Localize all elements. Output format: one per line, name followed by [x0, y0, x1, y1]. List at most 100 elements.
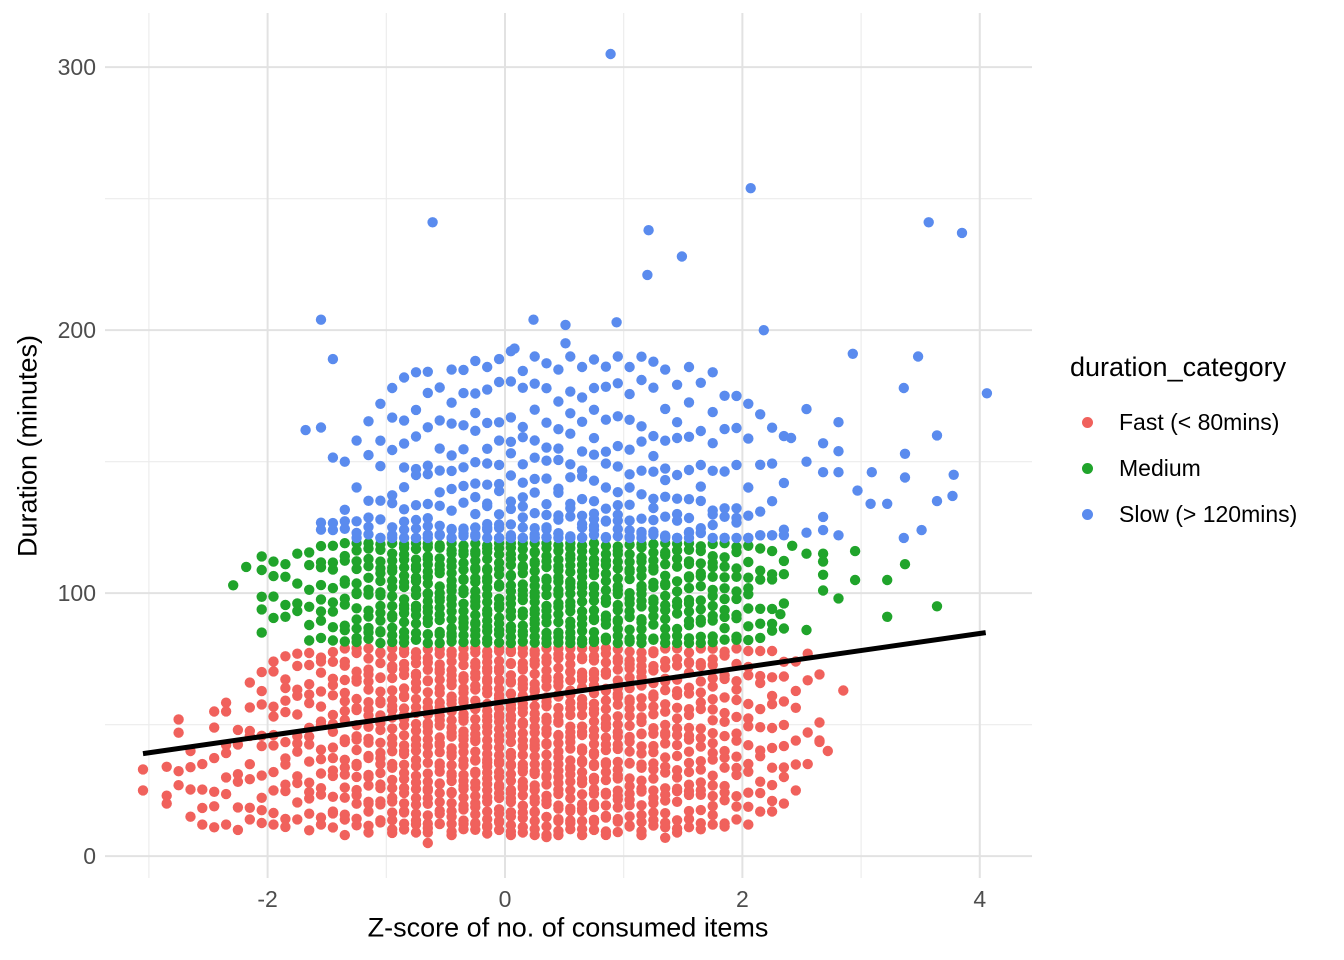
data-point [304, 825, 315, 836]
data-point [588, 449, 600, 460]
data-point [541, 573, 552, 584]
data-point [648, 814, 659, 826]
data-point [671, 608, 683, 619]
data-point [482, 734, 493, 746]
data-point [422, 757, 433, 768]
data-point [565, 666, 576, 677]
data-point [588, 545, 600, 557]
data-point [209, 722, 220, 733]
data-point [375, 747, 386, 759]
data-point [351, 527, 362, 539]
data-point [743, 740, 754, 751]
data-point [268, 656, 279, 667]
data-point [648, 594, 659, 605]
data-point [695, 377, 706, 388]
data-point [541, 358, 552, 369]
data-point [755, 745, 766, 756]
data-point [375, 398, 386, 409]
data-point [351, 482, 362, 493]
data-point [766, 672, 778, 683]
data-point [553, 616, 564, 628]
data-point [588, 738, 600, 750]
data-point [636, 693, 647, 704]
data-point [683, 822, 695, 833]
data-point [695, 425, 706, 437]
data-point [422, 588, 433, 599]
data-point [801, 548, 812, 559]
data-point [387, 382, 398, 394]
data-point [683, 779, 695, 790]
data-point [600, 713, 612, 724]
data-point [755, 645, 766, 657]
data-point [778, 569, 790, 580]
data-point [683, 526, 695, 538]
data-point [790, 735, 801, 746]
data-point [624, 788, 635, 799]
data-point [576, 510, 588, 521]
data-point [470, 425, 481, 436]
data-point [660, 511, 671, 522]
data-point [731, 593, 742, 605]
data-point [766, 618, 778, 629]
data-point [505, 688, 517, 699]
data-point [612, 739, 623, 750]
data-point [398, 438, 410, 449]
data-point [553, 510, 564, 521]
data-point [363, 449, 374, 461]
data-point [387, 815, 398, 826]
data-point [375, 779, 386, 790]
data-point [268, 701, 279, 712]
data-point [636, 513, 647, 524]
data-point [683, 397, 695, 408]
data-point [446, 397, 457, 408]
data-point [351, 693, 362, 705]
data-point [766, 699, 778, 710]
data-point [482, 479, 493, 490]
data-point [743, 556, 754, 568]
data-point [802, 675, 813, 686]
data-point [529, 708, 540, 719]
data-point [648, 466, 659, 477]
data-point [624, 655, 635, 666]
data-point [422, 422, 433, 433]
data-point [493, 637, 505, 648]
data-point [434, 626, 445, 638]
data-point [541, 712, 552, 723]
data-point [351, 435, 362, 446]
data-point [422, 460, 433, 471]
data-point [410, 572, 422, 583]
data-point [766, 496, 778, 507]
data-point [517, 620, 528, 631]
data-point [612, 509, 623, 520]
data-point [671, 796, 683, 807]
data-point [256, 627, 267, 638]
data-point [612, 523, 623, 535]
data-point [410, 792, 422, 804]
data-point [410, 734, 422, 745]
data-point [947, 490, 958, 502]
data-point [660, 547, 671, 558]
data-point [398, 767, 410, 779]
data-point [387, 774, 398, 786]
data-point [605, 48, 616, 60]
data-point [470, 777, 481, 788]
data-point [671, 623, 683, 635]
data-point [636, 580, 647, 592]
data-point [375, 532, 386, 544]
data-point [161, 798, 172, 809]
data-point [648, 493, 659, 504]
data-point [553, 584, 564, 596]
data-point [731, 676, 742, 687]
data-point [528, 314, 539, 325]
data-point [410, 600, 422, 611]
data-point [553, 729, 564, 741]
data-point [458, 755, 469, 766]
data-point [256, 666, 267, 678]
data-point [817, 585, 829, 596]
data-point [707, 809, 718, 821]
data-point [398, 415, 410, 426]
data-point [327, 622, 339, 633]
data-point [529, 473, 540, 485]
data-point [339, 674, 350, 686]
data-point [624, 624, 635, 635]
